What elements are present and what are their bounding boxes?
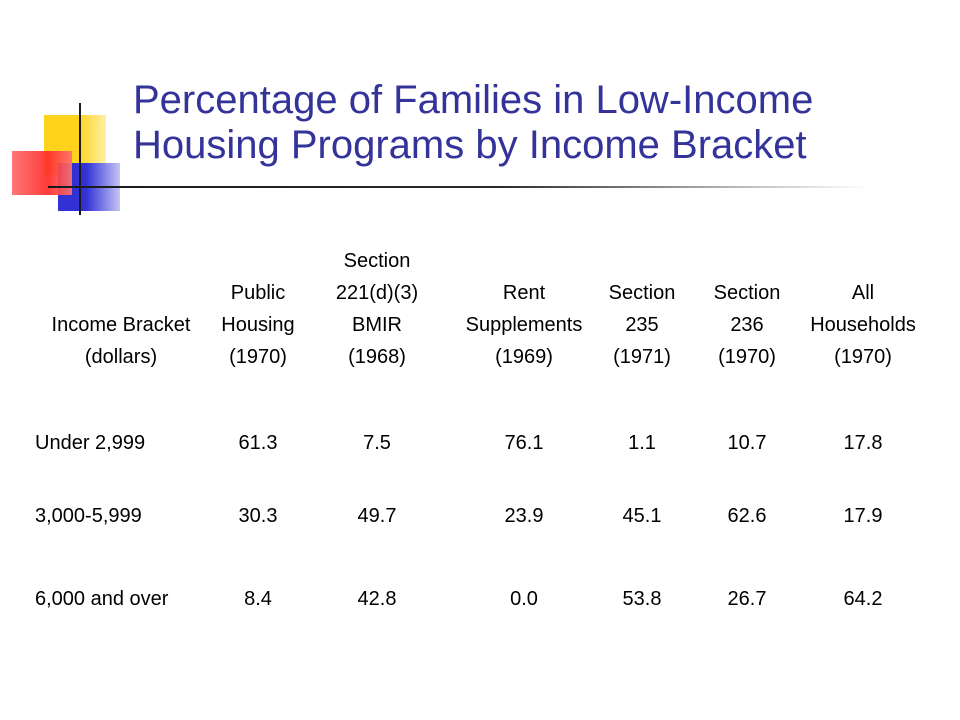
table-cell: 17.9 — [843, 505, 883, 527]
title-line: Percentage of Families in Low-Income — [133, 78, 814, 122]
row-label: 3,000-5,999 — [35, 505, 142, 527]
header-rent-supplements: Rent Supplements (1969) — [465, 282, 583, 368]
table-cell: 53.8 — [622, 588, 662, 610]
table-cell: 0.0 — [510, 588, 538, 610]
table-cell: 64.2 — [843, 588, 883, 610]
header-section-236: Section 236 (1970) — [713, 282, 781, 368]
row-label: 6,000 and over — [35, 588, 169, 610]
table-cell: 62.6 — [727, 505, 767, 527]
table-cell: 76.1 — [504, 431, 544, 454]
header-section-221: Section 221(d)(3) BMIR (1968) — [335, 250, 419, 368]
table-row: Under 2,999 61.3 7.5 76.1 1.1 10.7 17.8 — [28, 373, 920, 475]
table-cell: 26.7 — [727, 588, 767, 610]
header-all-households: All Households (1970) — [810, 282, 916, 368]
title-line: Housing Programs by Income Bracket — [133, 123, 807, 167]
header-public-housing: Public Housing (1970) — [221, 282, 295, 368]
decor-red-square — [12, 151, 72, 195]
table-cell: 49.7 — [357, 505, 397, 527]
table-header-row: Income Bracket (dollars) Public Housing … — [28, 240, 920, 373]
table-cell: 30.3 — [238, 505, 278, 527]
table-cell: 1.1 — [628, 431, 656, 454]
title-underline — [48, 186, 868, 188]
table-cell: 23.9 — [504, 505, 544, 527]
table-cell: 45.1 — [622, 505, 662, 527]
row-label: Under 2,999 — [35, 431, 146, 454]
table-row: 3,000-5,999 30.3 49.7 23.9 45.1 62.6 17.… — [28, 475, 920, 558]
header-section-235: Section 235 (1971) — [608, 282, 676, 368]
table-row: 6,000 and over 8.4 42.8 0.0 53.8 26.7 64… — [28, 558, 920, 641]
table-cell: 61.3 — [238, 431, 278, 454]
decor-vertical-line — [79, 103, 81, 215]
table-cell: 8.4 — [244, 588, 272, 610]
table-cell: 17.8 — [843, 431, 883, 454]
table-cell: 42.8 — [357, 588, 397, 610]
income-bracket-table: Income Bracket (dollars) Public Housing … — [28, 240, 920, 641]
table-cell: 10.7 — [727, 431, 767, 454]
slide-title: Percentage of Families in Low-Income Hou… — [133, 78, 933, 168]
table-cell: 7.5 — [363, 431, 391, 454]
header-income-bracket: Income Bracket (dollars) — [51, 314, 191, 368]
